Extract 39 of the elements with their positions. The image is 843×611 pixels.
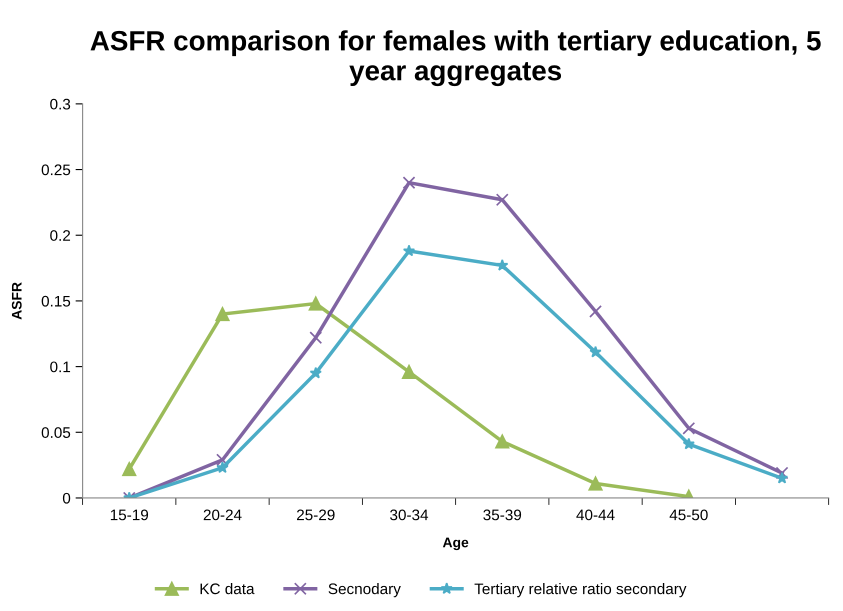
point xyxy=(310,366,322,378)
x-tick-label: 35-39 xyxy=(483,509,522,520)
point xyxy=(215,306,230,322)
y-tick-label: 0.25 xyxy=(42,164,70,176)
y-tick-label: 0.1 xyxy=(50,361,70,372)
point xyxy=(496,259,508,271)
point xyxy=(216,453,229,466)
x-tick-label: 45-50 xyxy=(670,509,708,520)
x-tick-label: 25-29 xyxy=(296,509,335,520)
point xyxy=(776,466,788,480)
point xyxy=(402,364,416,379)
y-tick-label: 0.15 xyxy=(42,296,70,307)
point xyxy=(308,296,323,311)
point xyxy=(402,176,416,190)
legend-label: Secnodary xyxy=(328,583,401,598)
point xyxy=(216,461,229,474)
x-tick-label: 20-24 xyxy=(204,509,242,520)
y-tick-label: 0 xyxy=(62,492,70,504)
point xyxy=(495,434,510,449)
point xyxy=(309,331,322,344)
legend-label: Tertiary relative ratio secondary xyxy=(474,583,686,598)
point xyxy=(588,476,603,491)
point xyxy=(496,193,509,206)
y-tick-label: 0.3 xyxy=(50,98,70,110)
x-tick-label: 40-44 xyxy=(576,509,615,520)
chart-title: ASFR comparison for females with tertiary education, 5 year aggregates xyxy=(90,30,821,86)
x-axis-title: Age xyxy=(442,538,468,550)
point xyxy=(402,244,416,256)
legend-label: KC data xyxy=(200,583,255,594)
y-tick-label: 0.2 xyxy=(50,230,70,241)
point xyxy=(682,438,695,450)
point xyxy=(589,305,602,318)
x-tick-label: 30-34 xyxy=(390,509,428,520)
y-tick-label: 0.05 xyxy=(42,427,70,438)
point xyxy=(682,422,696,435)
point xyxy=(122,462,136,476)
x-tick-label: 15-19 xyxy=(110,509,148,520)
point xyxy=(589,346,602,358)
y-axis-title: ASFR xyxy=(12,282,22,320)
